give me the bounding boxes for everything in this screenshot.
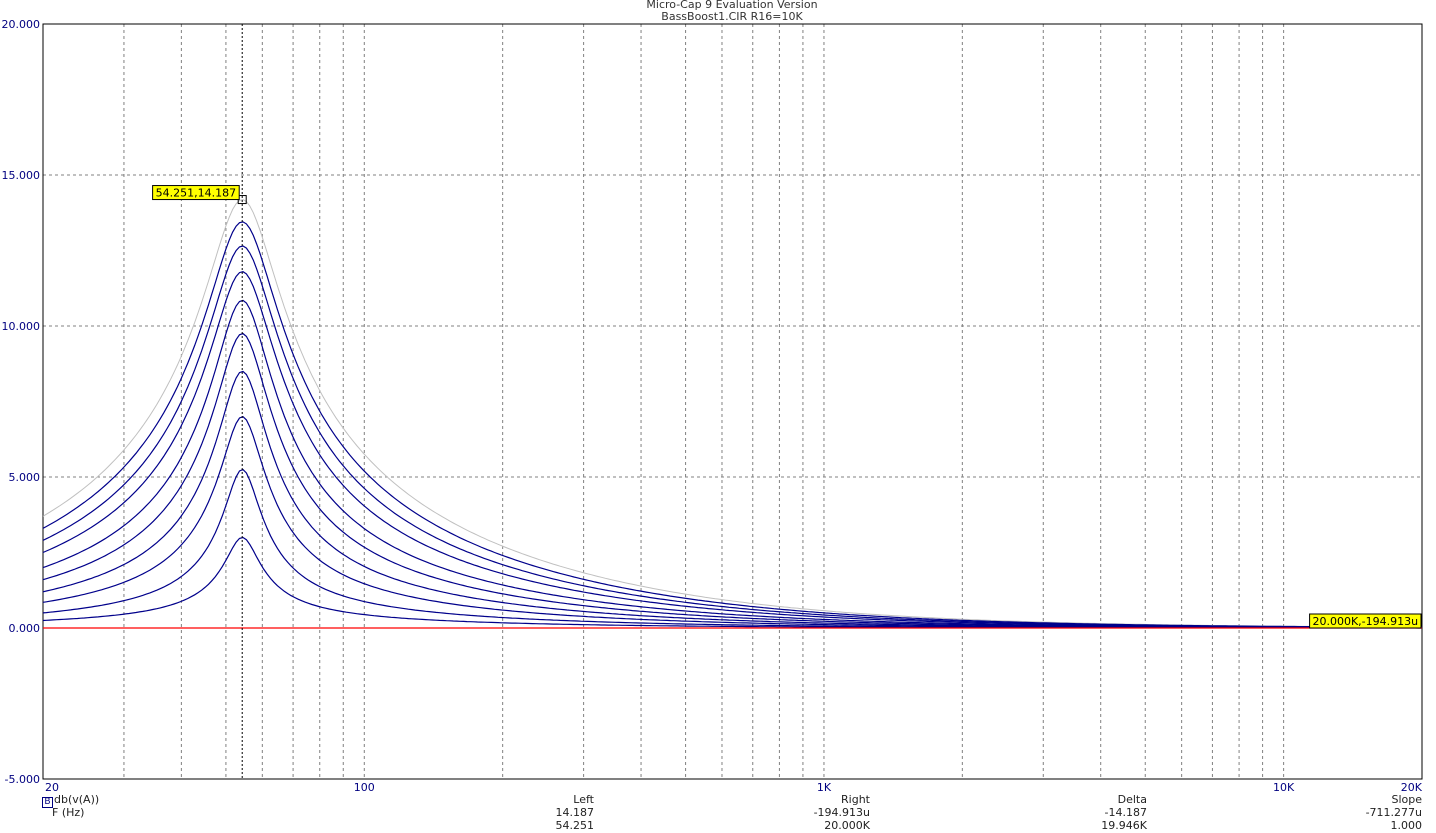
series-line — [42, 271, 1422, 629]
left-y-value: 14.187 — [555, 806, 595, 819]
cursor-left-label-bg — [152, 185, 240, 201]
left-header: Left — [573, 793, 594, 806]
app-title: Micro-Cap 9 Evaluation Version — [646, 0, 818, 11]
cursor-left-label: 54.251,14.187 — [156, 187, 236, 200]
right-y-value: -194.913u — [813, 806, 870, 819]
x-tick-label: 1K — [817, 781, 832, 794]
series-line — [42, 245, 1422, 628]
slope-header: Slope — [1391, 793, 1422, 806]
delta-x-value: 19.946K — [1101, 819, 1147, 832]
y-tick-label: 10.000 — [2, 320, 41, 333]
file-title: BassBoost1.CIR R16=10K — [661, 10, 803, 23]
slope-y-value: -711.277u — [1365, 806, 1422, 819]
x-tick-label: 100 — [354, 781, 375, 794]
left-x-value: 54.251 — [555, 819, 595, 832]
y-tick-label: 5.000 — [9, 471, 41, 484]
legend-y-label: db(v(A)) — [54, 793, 100, 806]
x-tick-label: 20K — [1401, 781, 1423, 794]
x-tick-label: 10K — [1273, 781, 1295, 794]
series-line — [42, 199, 1422, 628]
slope-x-value: 1.000 — [1390, 819, 1423, 832]
y-tick-label: 20.000 — [2, 18, 41, 31]
plot-frame — [42, 23, 1423, 780]
delta-y-value: -14.187 — [1104, 806, 1147, 819]
legend-y-marker-letter: B — [44, 797, 51, 807]
y-tick-label: -5.000 — [5, 773, 40, 786]
series-line — [42, 370, 1423, 629]
legend-y-marker: B — [42, 797, 53, 808]
cursor-right-label: 20.000K,-194.913u — [1312, 615, 1418, 628]
series-line — [42, 221, 1422, 628]
delta-header: Delta — [1117, 793, 1147, 806]
y-tick-label: 0.000 — [9, 622, 41, 635]
series-line — [42, 416, 1422, 629]
right-header: Right — [841, 793, 870, 806]
legend-x-label: F (Hz) — [52, 806, 85, 819]
series-line — [42, 299, 1422, 629]
x-tick-label: 20 — [45, 781, 59, 794]
y-tick-label: 15.000 — [2, 169, 41, 182]
right-x-value: 20.000K — [824, 819, 870, 832]
cursor-right-label-bg — [1309, 613, 1422, 629]
plot-area[interactable]: 20.000 15.000 10.000 5.000 0.000 -5.000 20 100 1… — [0, 0, 1436, 800]
